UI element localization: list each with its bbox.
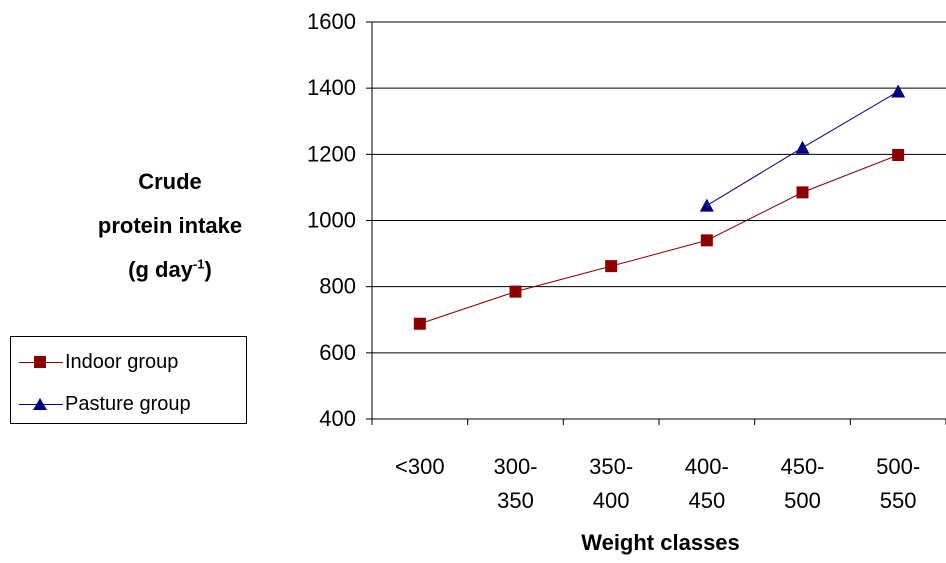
x-tick-label-5: 500-550 bbox=[876, 454, 920, 513]
x-tick-label-1: 300-350 bbox=[493, 454, 537, 513]
legend-label-pasture: Pasture group bbox=[65, 392, 191, 415]
y-tick-label-1000: 1000 bbox=[307, 208, 356, 233]
y-axis-label-exponent: -1 bbox=[192, 256, 205, 272]
legend-item-pasture: Pasture group bbox=[11, 389, 191, 419]
series-0-point-5 bbox=[892, 148, 905, 161]
y-tick-label-600: 600 bbox=[319, 340, 356, 365]
series-0-point-2 bbox=[605, 260, 618, 273]
series-0-point-1 bbox=[509, 285, 522, 298]
series-0-point-4 bbox=[796, 186, 809, 199]
x-tick-label-3: 400-450 bbox=[685, 454, 729, 513]
y-axis-label: Crude protein intake (g day-1) bbox=[60, 160, 280, 292]
series-1-point-4 bbox=[795, 140, 810, 154]
y-tick-label-1600: 1600 bbox=[307, 9, 356, 34]
y-axis-label-line-1: Crude bbox=[138, 169, 202, 194]
y-tick-label-1400: 1400 bbox=[307, 75, 356, 100]
series-0-point-0 bbox=[413, 317, 426, 330]
legend-swatch-pasture bbox=[19, 397, 63, 411]
legend-item-indoor: Indoor group bbox=[11, 347, 178, 377]
y-axis-label-line-2: protein intake bbox=[97, 213, 243, 238]
y-axis-label-line-3: (g day-1) bbox=[128, 256, 212, 282]
legend-swatch-indoor bbox=[19, 355, 63, 369]
series-line-0 bbox=[419, 154, 899, 325]
x-tick-label-4: 450-500 bbox=[780, 454, 824, 513]
x-tick-label-2: 350-400 bbox=[589, 454, 633, 513]
series-1-point-3 bbox=[699, 198, 714, 212]
series-0-point-3 bbox=[700, 234, 713, 247]
x-tick-label-0: <300 bbox=[395, 454, 445, 479]
legend-label-indoor: Indoor group bbox=[65, 350, 179, 373]
y-tick-label-800: 800 bbox=[319, 274, 356, 299]
legend: Indoor group Pasture group bbox=[10, 336, 247, 424]
y-tick-label-400: 400 bbox=[319, 406, 356, 431]
y-tick-label-1200: 1200 bbox=[307, 141, 356, 166]
x-axis-label: Weight classes bbox=[581, 530, 740, 555]
series-1-point-5 bbox=[891, 84, 906, 98]
